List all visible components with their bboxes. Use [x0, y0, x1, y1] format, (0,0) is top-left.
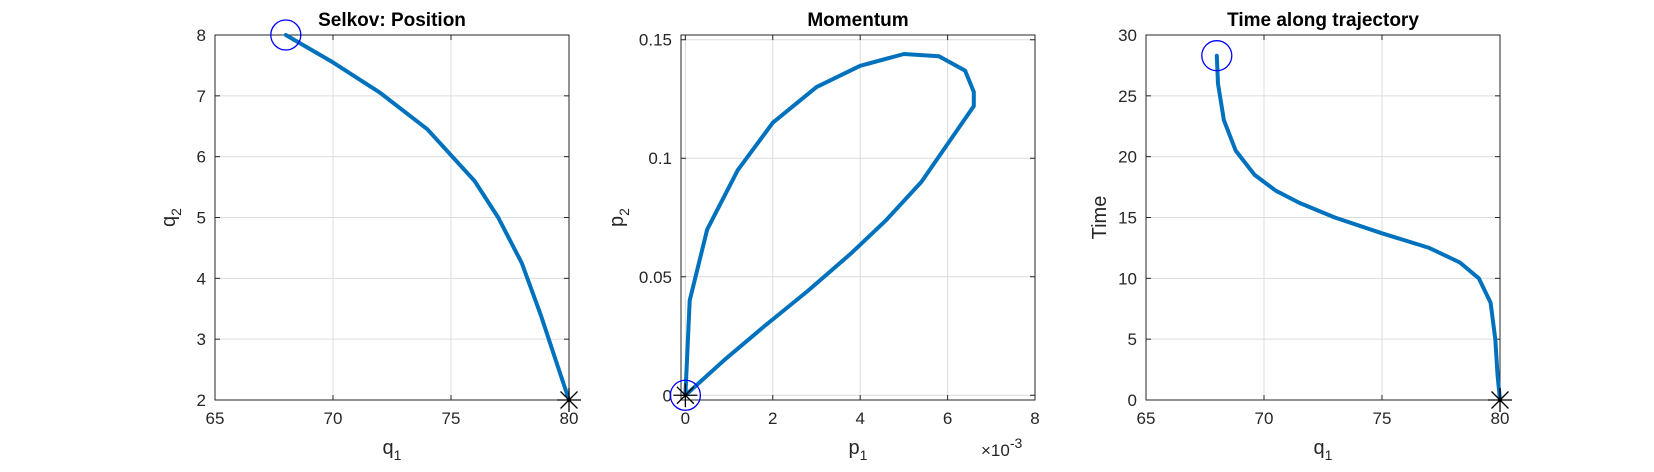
momentum-x-axis-label-sub: 1 [860, 447, 868, 463]
position-x-tick-label: 65 [206, 409, 225, 428]
momentum-start-marker [669, 379, 702, 411]
position-y-tick-label: 3 [197, 330, 206, 349]
time-x-tick-label: 75 [1373, 409, 1392, 428]
momentum-x-tick-label: 8 [1030, 409, 1039, 428]
position-start-marker [270, 19, 302, 51]
time-y-axis-label: Time [1089, 196, 1111, 240]
momentum-y-tick-label: 0.05 [639, 268, 672, 287]
momentum-x-tick-label: 4 [855, 409, 864, 428]
position-x-axis-label-sub: 1 [394, 447, 402, 463]
time-x-axis-label-main: q [1314, 437, 1325, 459]
momentum-y-axis-label: p2 [606, 208, 632, 227]
momentum-x-exponent-power: -3 [1010, 435, 1023, 451]
momentum-title: Momentum [807, 10, 908, 31]
position-y-tick-label: 7 [197, 87, 206, 106]
time-end-marker-stroke [1491, 391, 1509, 409]
momentum-x-tick-label: 0 [681, 409, 690, 428]
momentum-y-axis-label-main: p [606, 216, 628, 227]
position-x-axis-label-main: q [383, 437, 394, 459]
time-x-axis-label-sub: 1 [1325, 447, 1333, 463]
momentum-trajectory-line [683, 52, 976, 398]
time-y-tick-label: 30 [1118, 26, 1137, 45]
position-title: Selkov: Position [318, 10, 466, 31]
position-y-axis-label: q2 [158, 208, 184, 227]
position-y-tick-label: 8 [197, 26, 206, 45]
momentum-y-tick-label: 0.15 [639, 31, 672, 50]
momentum-x-tick-label: 2 [768, 409, 777, 428]
position-x-tick-label: 70 [324, 409, 343, 428]
time-y-tick-label: 10 [1118, 269, 1137, 288]
position-y-axis-label-main: q [158, 216, 180, 227]
time-end-marker [1488, 388, 1512, 412]
position-end-marker-stroke [560, 391, 578, 409]
position-y-tick-label: 6 [197, 148, 206, 167]
momentum-y-axis-label-sub: 2 [616, 208, 632, 216]
time-axes: 65 70 75 80 0 5 10 15 20 25 30 Time along trajector… [1089, 10, 1512, 463]
position-end-marker [557, 388, 581, 412]
momentum-plot-area [681, 35, 1035, 400]
time-y-tick-label: 20 [1118, 148, 1137, 167]
position-y-tick-label: 4 [197, 269, 206, 288]
position-y-axis-label-sub: 2 [168, 208, 184, 216]
momentum-x-tick-label: 6 [943, 409, 952, 428]
time-x-tick-label: 65 [1137, 409, 1156, 428]
time-x-axis-label: q1 [1314, 437, 1333, 463]
momentum-axes-box [680, 34, 1036, 401]
momentum-x-exponent-base: ×10 [981, 441, 1010, 460]
time-title: Time along trajectory [1227, 10, 1419, 31]
time-y-tick-label: 25 [1118, 87, 1137, 106]
position-x-tick-label: 75 [442, 409, 461, 428]
momentum-x-axis-label: p1 [849, 437, 868, 463]
position-x-tick-label: 80 [560, 409, 579, 428]
momentum-end-marker [673, 383, 698, 408]
position-trajectory-line [283, 33, 571, 402]
time-y-tick-label: 0 [1128, 391, 1137, 410]
momentum-x-exponent-label: ×10-3 [981, 435, 1023, 460]
time-x-tick-label: 70 [1255, 409, 1274, 428]
time-y-tick-label: 5 [1128, 330, 1137, 349]
momentum-y-tick-label: 0 [663, 386, 672, 405]
time-y-axis-label-main: Time [1089, 196, 1111, 240]
momentum-x-axis-label-main: p [849, 437, 860, 459]
position-x-axis-label: q1 [383, 437, 402, 463]
position-y-tick-label: 5 [197, 209, 206, 228]
momentum-end-marker-stroke [676, 386, 695, 405]
time-trajectory-line [1214, 53, 1502, 402]
momentum-y-tick-label: 0.1 [648, 149, 672, 168]
time-y-tick-label: 15 [1118, 209, 1137, 228]
position-y-tick-label: 2 [197, 391, 206, 410]
time-x-tick-label: 80 [1491, 409, 1510, 428]
time-start-marker [1201, 40, 1233, 72]
